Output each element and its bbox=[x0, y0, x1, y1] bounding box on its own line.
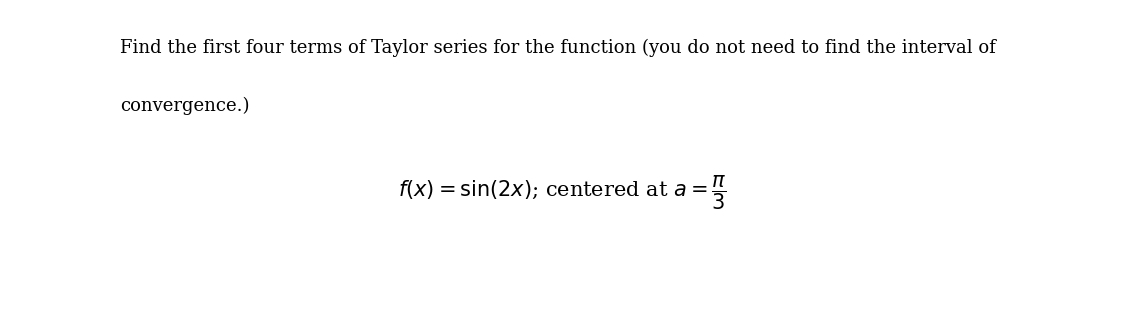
Text: $f(x) = \sin(2x)$; centered at $a = \dfrac{\pi}{3}$: $f(x) = \sin(2x)$; centered at $a = \dfr… bbox=[398, 173, 726, 212]
Text: Find the first four terms of Taylor series for the function (you do not need to : Find the first four terms of Taylor seri… bbox=[120, 39, 996, 57]
Text: convergence.): convergence.) bbox=[120, 96, 250, 115]
